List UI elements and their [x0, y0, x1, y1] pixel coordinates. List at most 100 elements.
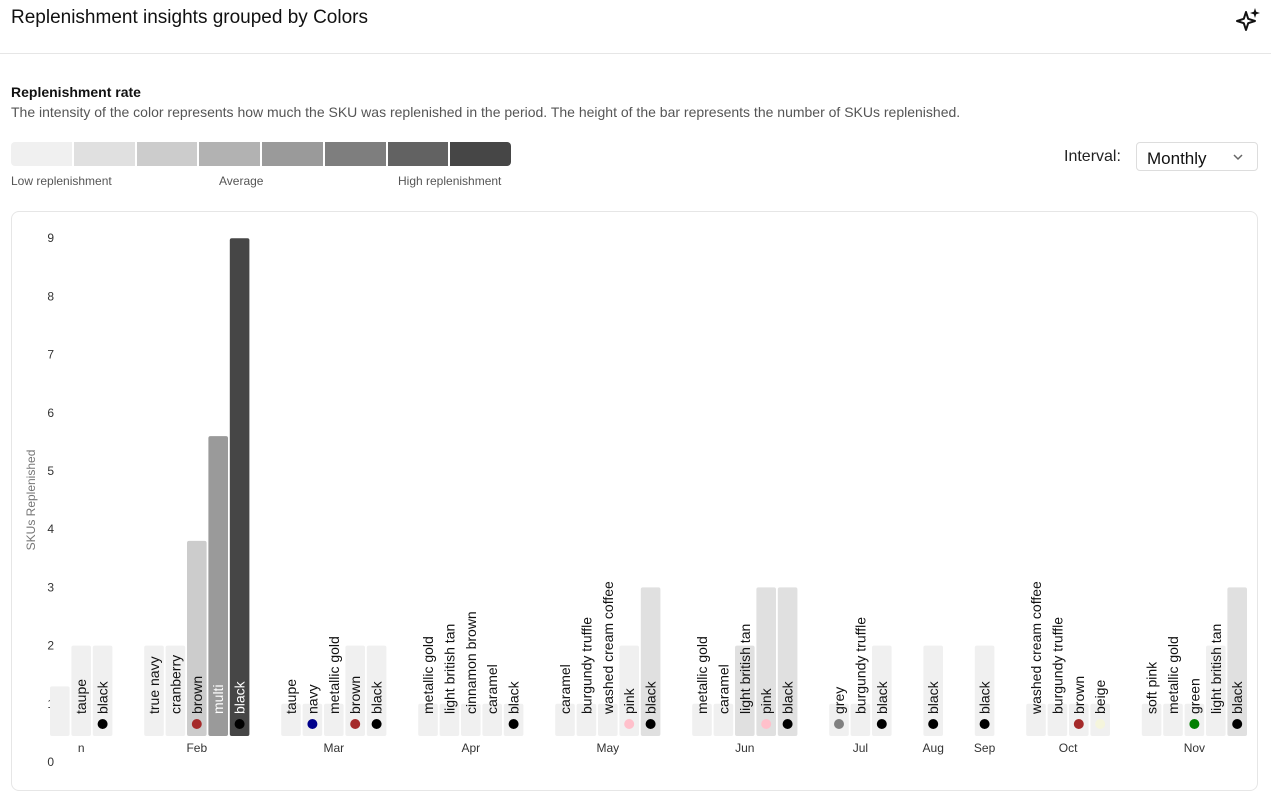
- color-dot: [1095, 719, 1106, 729]
- bar: [692, 703, 712, 736]
- bar-label: light british tan: [737, 624, 753, 714]
- bar: [1206, 645, 1226, 736]
- bar-label: navy: [304, 684, 320, 714]
- bar-label: black: [977, 680, 993, 714]
- y-tick-label: 8: [47, 289, 54, 303]
- color-dot: [782, 719, 793, 729]
- color-dot: [876, 719, 887, 729]
- bar-label: washed cream coffee: [1028, 581, 1044, 715]
- color-dot: [834, 719, 844, 729]
- bar: [50, 686, 70, 736]
- bar-label: black: [232, 680, 248, 714]
- x-tick-label: Aug: [923, 741, 944, 755]
- bar: [208, 436, 228, 736]
- header-bar: Replenishment insights grouped by Colors: [0, 0, 1271, 54]
- bar-label: burgundy truffle: [578, 617, 594, 714]
- legend-swatch: [387, 142, 449, 166]
- x-tick-label: May: [596, 741, 619, 755]
- bar: [1047, 703, 1068, 736]
- bar: [640, 587, 661, 736]
- bar-label: true navy: [146, 656, 162, 714]
- bar: [735, 645, 755, 736]
- x-tick-label: Feb: [186, 741, 207, 755]
- bar: [713, 703, 734, 736]
- interval-select[interactable]: Monthly: [1136, 142, 1258, 171]
- bar-label: caramel: [715, 664, 731, 714]
- y-tick-label: 6: [47, 406, 54, 420]
- bar: [619, 645, 639, 736]
- y-tick-label: 4: [47, 522, 54, 536]
- legend-high-label: High replenishment: [398, 174, 502, 188]
- y-tick-label: 2: [47, 639, 54, 653]
- y-tick-label: 3: [47, 580, 54, 594]
- bar-label: black: [95, 680, 111, 714]
- bar-label: metallic gold: [420, 636, 436, 714]
- color-dot: [645, 719, 656, 729]
- color-dot: [624, 719, 635, 729]
- sparkle-icon[interactable]: [1234, 6, 1262, 34]
- y-tick-label: 9: [47, 231, 54, 245]
- bar: [187, 540, 207, 736]
- interval-value: Monthly: [1147, 149, 1207, 168]
- bar: [482, 703, 502, 736]
- bar-label: black: [369, 680, 385, 714]
- bar-label: taupe: [73, 679, 89, 714]
- color-dot: [97, 719, 108, 729]
- bar-label: black: [643, 680, 659, 714]
- intensity-legend: [11, 142, 511, 166]
- bar-label: black: [506, 680, 522, 714]
- color-dot: [191, 719, 202, 729]
- bar-label: cinnamon brown: [463, 611, 479, 714]
- bar: [1026, 703, 1046, 736]
- x-tick-label: Sep: [974, 741, 996, 755]
- x-tick-label: Oct: [1059, 741, 1078, 755]
- bar-label: soft pink: [1144, 661, 1160, 714]
- replenishment-chart: 0123456789SKUs Replenishedtaupeblackntru…: [24, 231, 1247, 769]
- bar: [756, 587, 776, 736]
- color-dot: [508, 719, 519, 729]
- color-dot: [1189, 719, 1200, 729]
- bar-label: pink: [758, 687, 774, 714]
- bar-label: grey: [831, 687, 847, 714]
- bar: [71, 645, 91, 736]
- color-dot: [234, 719, 245, 729]
- bar-label: black: [925, 680, 941, 714]
- color-dot: [371, 719, 382, 729]
- bar: [1227, 587, 1247, 736]
- bar-label: washed cream coffee: [600, 581, 616, 715]
- x-tick-label: Nov: [1184, 741, 1205, 755]
- bar: [165, 645, 186, 736]
- color-dot: [350, 719, 361, 729]
- bar-label: brown: [1071, 676, 1087, 714]
- color-dot: [761, 719, 772, 729]
- x-tick-label: Jun: [735, 741, 754, 755]
- bar-label: cranberry: [167, 655, 183, 714]
- bar: [461, 703, 481, 736]
- bar: [974, 645, 995, 736]
- bar-label: metallic gold: [694, 636, 710, 714]
- bar-label: brown: [189, 676, 205, 714]
- color-dot: [1232, 719, 1243, 729]
- bar-label: burgundy truffle: [1049, 617, 1065, 714]
- y-axis-label: SKUs Replenished: [24, 450, 38, 551]
- section-description: The intensity of the color represents ho…: [11, 104, 961, 120]
- legend-low-label: Low replenishment: [11, 174, 112, 188]
- bar: [366, 645, 387, 736]
- x-tick-label: Mar: [323, 741, 344, 755]
- legend-swatch: [73, 142, 135, 166]
- bar: [439, 703, 460, 736]
- bar-label: green: [1186, 678, 1202, 714]
- bar-label: caramel: [484, 664, 500, 714]
- legend-swatch: [262, 142, 323, 166]
- bar: [576, 703, 597, 736]
- page-title: Replenishment insights grouped by Colors: [11, 7, 368, 28]
- bar: [777, 587, 798, 736]
- bar: [92, 645, 113, 736]
- bar-label: black: [874, 680, 890, 714]
- bar-label: metallic gold: [1165, 636, 1181, 714]
- bar-label: black: [780, 680, 796, 714]
- legend-swatch: [11, 142, 72, 166]
- bar-label: caramel: [557, 664, 573, 714]
- color-dot: [928, 719, 939, 729]
- bar-label: beige: [1092, 680, 1108, 714]
